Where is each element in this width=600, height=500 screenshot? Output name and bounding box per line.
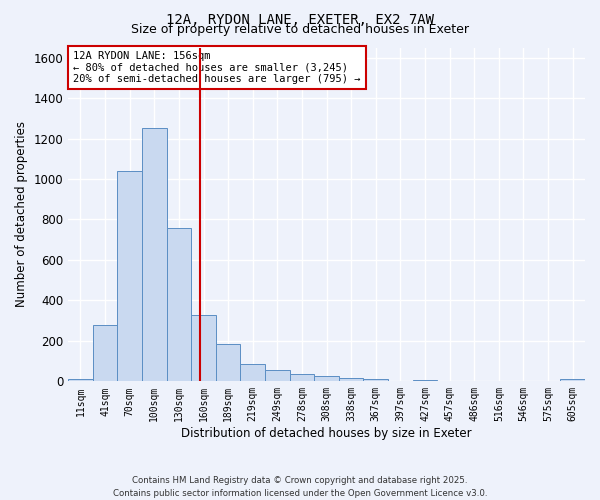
Bar — [167, 228, 191, 382]
Bar — [265, 370, 290, 382]
Text: Contains HM Land Registry data © Crown copyright and database right 2025.
Contai: Contains HM Land Registry data © Crown c… — [113, 476, 487, 498]
Bar — [241, 364, 265, 382]
Bar — [118, 171, 142, 382]
Bar — [413, 380, 437, 382]
Bar — [290, 374, 314, 382]
Bar — [560, 379, 585, 382]
Bar — [68, 380, 93, 382]
Bar — [191, 314, 216, 382]
Text: 12A RYDON LANE: 156sqm
← 80% of detached houses are smaller (3,245)
20% of semi-: 12A RYDON LANE: 156sqm ← 80% of detached… — [73, 51, 361, 84]
X-axis label: Distribution of detached houses by size in Exeter: Distribution of detached houses by size … — [181, 427, 472, 440]
Bar — [314, 376, 339, 382]
Bar — [142, 128, 167, 382]
Bar — [93, 324, 118, 382]
Bar — [364, 379, 388, 382]
Text: Size of property relative to detached houses in Exeter: Size of property relative to detached ho… — [131, 22, 469, 36]
Y-axis label: Number of detached properties: Number of detached properties — [15, 122, 28, 308]
Bar — [216, 344, 241, 382]
Bar — [339, 378, 364, 382]
Text: 12A, RYDON LANE, EXETER, EX2 7AW: 12A, RYDON LANE, EXETER, EX2 7AW — [166, 12, 434, 26]
